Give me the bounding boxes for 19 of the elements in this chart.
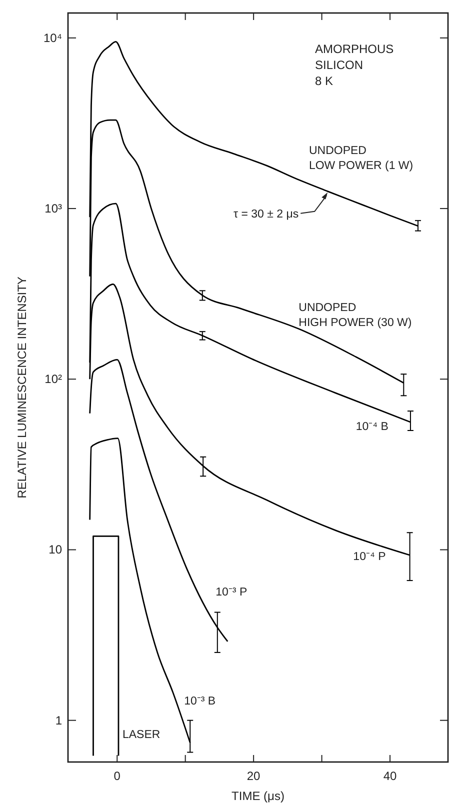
- x-axis-title: TIME (μs): [232, 789, 284, 803]
- y-axis-title: RELATIVE LUMINESCENCE INTENSITY: [15, 276, 29, 498]
- series-label: 10⁻³ P: [216, 586, 248, 598]
- series-label: UNDOPED HIGH POWER (30 W): [298, 302, 412, 329]
- x-tick-label: 0: [114, 769, 121, 783]
- series-label: 10⁻³ B: [184, 696, 216, 708]
- series-label: UNDOPED LOW POWER (1 W): [308, 145, 414, 172]
- y-tick-label: 10⁴: [43, 30, 62, 45]
- annotation: τ = 30 ± 2 μs: [234, 208, 299, 220]
- series-label: LASER: [122, 728, 160, 741]
- y-tick-label: 10³: [44, 202, 62, 216]
- y-tick-label: 10²: [44, 372, 62, 386]
- annotation: AMORPHOUS SILICON 8 K: [315, 42, 394, 88]
- y-tick-label: 10: [48, 542, 62, 557]
- series-label: 10⁻⁴ P: [353, 551, 386, 564]
- x-tick-label: 20: [246, 769, 261, 783]
- y-tick-label: 1: [55, 713, 62, 728]
- series-label: 10⁻⁴ B: [356, 421, 389, 434]
- x-tick-label: 40: [383, 769, 398, 783]
